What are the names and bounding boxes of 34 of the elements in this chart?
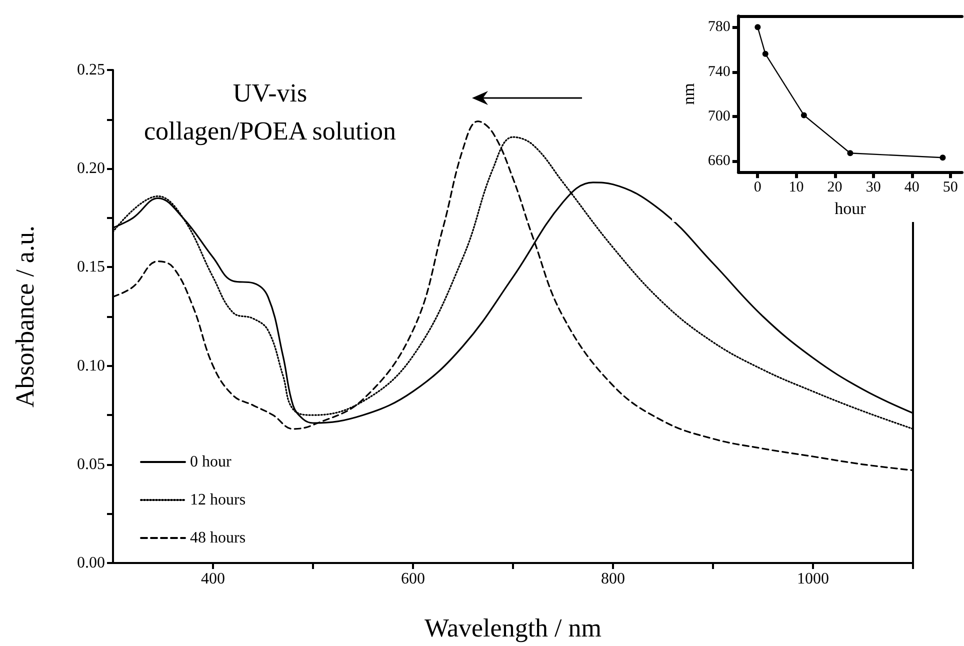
point	[762, 50, 768, 57]
legend-label: 12 hours	[190, 492, 246, 508]
legend-label: 48 hours	[190, 530, 246, 546]
x-tick-label: 20	[827, 180, 842, 196]
y-tick-label: 700	[708, 108, 730, 124]
point	[800, 112, 807, 118]
x-tick-label: 600	[401, 570, 425, 588]
point	[754, 24, 761, 30]
x-axis-title: hour	[834, 199, 866, 218]
annotation: UV-vis	[232, 78, 308, 108]
x-tick-label: 1000	[797, 570, 829, 588]
y-axis-title: nm	[679, 83, 698, 105]
x-tick-label: 50	[942, 180, 958, 196]
x-tick-label: 30	[866, 180, 881, 196]
y-tick-label: 0.10	[77, 357, 105, 374]
y-axis-title: Absorbance / a.u.	[10, 226, 40, 408]
x-tick-label: 40	[904, 180, 920, 196]
y-tick-label: 0.15	[77, 258, 105, 276]
annotation: collagen/POEA solution	[144, 116, 396, 146]
y-tick-label: 740	[708, 64, 730, 80]
x-tick-label: 10	[788, 180, 804, 196]
x-tick-label: 400	[201, 570, 225, 588]
x-tick-label: 800	[601, 570, 625, 588]
y-tick-label: 0.05	[77, 456, 105, 473]
x-tick-label: 0	[754, 180, 762, 196]
point	[847, 150, 854, 156]
y-tick-label: 780	[708, 19, 730, 36]
y-tick-label: 0.00	[77, 554, 105, 572]
y-tick-label: 660	[708, 152, 730, 169]
x-axis-title: Wavelength / nm	[424, 614, 602, 642]
y-tick-label: 0.20	[77, 160, 105, 178]
point	[940, 154, 946, 161]
legend-label: 0 hour	[190, 454, 232, 470]
y-tick-label: 0.25	[77, 62, 105, 78]
